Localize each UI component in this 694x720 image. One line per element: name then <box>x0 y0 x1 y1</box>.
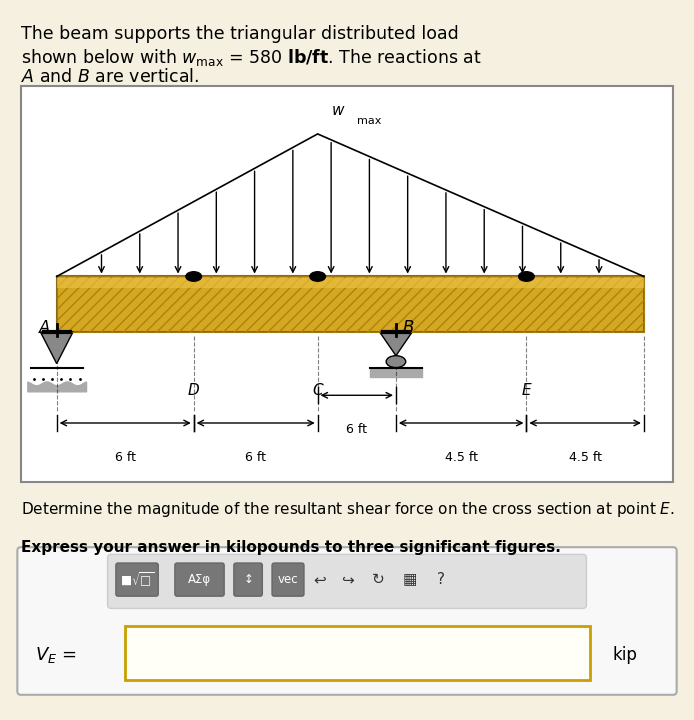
FancyBboxPatch shape <box>125 626 590 680</box>
Text: Express your answer in kilopounds to three significant figures.: Express your answer in kilopounds to thr… <box>21 540 561 555</box>
FancyBboxPatch shape <box>175 563 224 596</box>
Text: 6 ft: 6 ft <box>115 451 136 464</box>
Text: AΣφ: AΣφ <box>188 573 211 586</box>
Text: $\mathit{A}$ and $\mathit{B}$ are vertical.: $\mathit{A}$ and $\mathit{B}$ are vertic… <box>21 68 199 86</box>
Text: D: D <box>188 383 200 398</box>
Bar <box>57 276 644 332</box>
Text: shown below with $w_{\mathrm{max}}$ = 580 $\mathbf{lb/ft}$. The reactions at: shown below with $w_{\mathrm{max}}$ = 58… <box>21 47 482 68</box>
FancyBboxPatch shape <box>17 547 677 695</box>
Bar <box>57 279 644 288</box>
Text: ↻: ↻ <box>372 572 384 587</box>
Text: 4.5 ft: 4.5 ft <box>445 451 477 464</box>
Text: $V_E$ =: $V_E$ = <box>35 645 76 665</box>
FancyBboxPatch shape <box>272 563 304 596</box>
Circle shape <box>518 271 534 282</box>
Bar <box>21 86 673 482</box>
Text: max: max <box>357 116 381 126</box>
Circle shape <box>186 271 201 282</box>
Text: ↩: ↩ <box>313 572 325 587</box>
Text: $w$: $w$ <box>330 103 345 118</box>
Text: ■$\sqrt{□}$: ■$\sqrt{□}$ <box>120 570 154 589</box>
FancyBboxPatch shape <box>234 563 262 596</box>
Text: ↕: ↕ <box>243 573 253 586</box>
Circle shape <box>386 356 406 367</box>
Text: 4.5 ft: 4.5 ft <box>568 451 602 464</box>
Polygon shape <box>40 332 73 364</box>
FancyBboxPatch shape <box>108 554 586 608</box>
Text: C: C <box>312 383 323 398</box>
Polygon shape <box>380 332 412 356</box>
Bar <box>57 276 644 332</box>
Text: ↪: ↪ <box>341 572 353 587</box>
Text: E: E <box>522 383 531 398</box>
Text: ?: ? <box>437 572 445 587</box>
Text: 6 ft: 6 ft <box>346 423 367 436</box>
Circle shape <box>310 271 325 282</box>
Text: vec: vec <box>278 573 298 586</box>
Text: kip: kip <box>612 647 637 664</box>
Text: A: A <box>39 319 50 337</box>
Text: Determine the magnitude of the resultant shear force on the cross section at poi: Determine the magnitude of the resultant… <box>21 500 675 519</box>
Text: The beam supports the triangular distributed load: The beam supports the triangular distrib… <box>21 25 459 43</box>
Text: 6 ft: 6 ft <box>245 451 266 464</box>
Text: B: B <box>403 319 414 337</box>
FancyBboxPatch shape <box>116 563 158 596</box>
Text: ▦: ▦ <box>403 572 416 587</box>
